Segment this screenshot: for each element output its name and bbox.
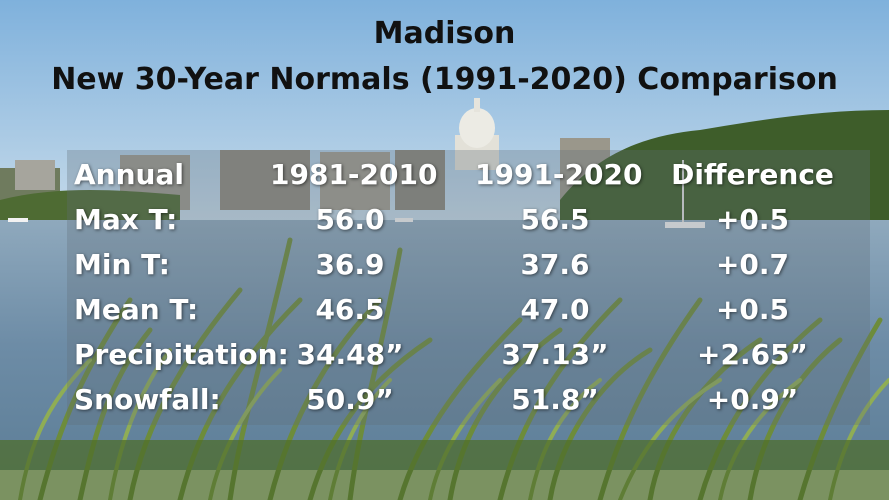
value-1991-2020: 56.5 <box>520 203 590 236</box>
table-panel <box>67 150 870 425</box>
table-row-mean-t: Mean T: 46.5 47.0 +0.5 <box>0 287 889 332</box>
row-label: Max T: <box>74 203 178 236</box>
shore-vegetation <box>0 440 889 500</box>
value-1981-2010: 56.0 <box>315 203 385 236</box>
row-label: Mean T: <box>74 293 199 326</box>
value-difference: +0.9” <box>706 383 799 416</box>
table-row-snowfall: Snowfall: 50.9” 51.8” +0.9” <box>0 377 889 422</box>
header-1981-2010: 1981-2010 <box>270 158 438 191</box>
title-line-1: Madison <box>373 16 516 51</box>
row-label: Min T: <box>74 248 170 281</box>
value-1981-2010: 46.5 <box>315 293 385 326</box>
value-1981-2010: 36.9 <box>315 248 385 281</box>
sailboats <box>8 160 705 228</box>
value-1991-2020: 37.13” <box>501 338 609 371</box>
table-row-precipitation: Precipitation: 34.48” 37.13” +2.65” <box>0 332 889 377</box>
value-1981-2010: 50.9” <box>306 383 394 416</box>
capitol-dome <box>455 98 499 170</box>
value-1991-2020: 37.6 <box>520 248 590 281</box>
value-1991-2020: 51.8” <box>511 383 599 416</box>
table-row-min-t: Min T: 36.9 37.6 +0.7 <box>0 242 889 287</box>
lake-water <box>0 220 889 470</box>
value-difference: +0.7 <box>715 248 790 281</box>
value-difference: +0.5 <box>715 293 790 326</box>
table-header-row: Annual 1981-2010 1991-2020 Difference <box>0 152 889 197</box>
header-difference: Difference <box>671 158 834 191</box>
title-line-2: New 30-Year Normals (1991-2020) Comparis… <box>51 62 838 97</box>
value-1991-2020: 47.0 <box>520 293 590 326</box>
value-difference: +2.65” <box>697 338 808 371</box>
row-label: Precipitation: <box>74 338 289 371</box>
row-label: Snowfall: <box>74 383 221 416</box>
header-annual: Annual <box>74 158 184 191</box>
header-1991-2020: 1991-2020 <box>475 158 643 191</box>
value-1981-2010: 34.48” <box>296 338 404 371</box>
value-difference: +0.5 <box>715 203 790 236</box>
table-row-max-t: Max T: 56.0 56.5 +0.5 <box>0 197 889 242</box>
tree-line <box>560 110 889 225</box>
